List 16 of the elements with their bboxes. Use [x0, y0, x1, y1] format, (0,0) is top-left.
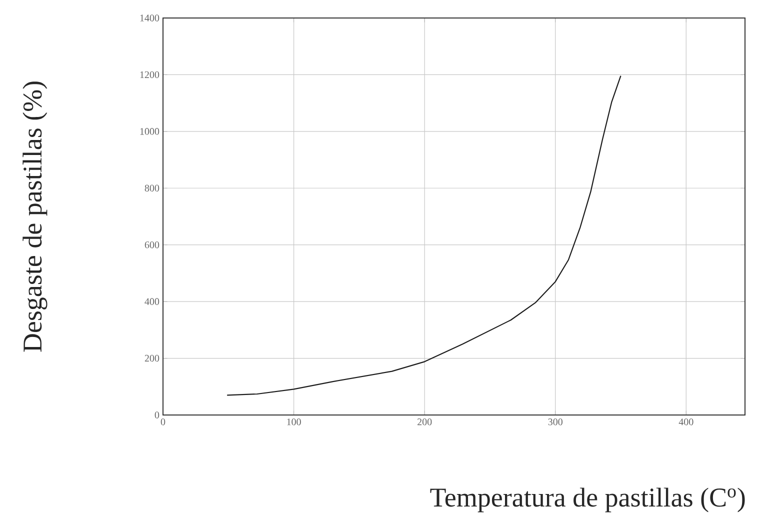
x-tick-label: 300: [548, 418, 562, 426]
y-tick-label: 400: [144, 298, 160, 305]
x-axis-title: Temperatura de pastillas (C$^{o}$): [430, 488, 745, 512]
y-tick-label: 1400: [140, 14, 160, 22]
y-tick-label: 0: [154, 412, 160, 418]
y-axis-title: Desgaste de pastillas (%): [22, 82, 48, 352]
line-series: [226, 75, 622, 396]
y-tick-label: 1000: [140, 128, 160, 135]
x-tick-label: 400: [678, 418, 694, 426]
y-tick-label: 800: [144, 184, 160, 192]
x-tick-label: 100: [287, 418, 301, 426]
x-tick-label: 200: [418, 418, 432, 426]
x-tick-label: 0: [160, 418, 166, 426]
y-tick-label: 1200: [140, 71, 160, 78]
y-tick-label: 200: [144, 354, 160, 362]
y-tick-label: 600: [144, 241, 160, 248]
